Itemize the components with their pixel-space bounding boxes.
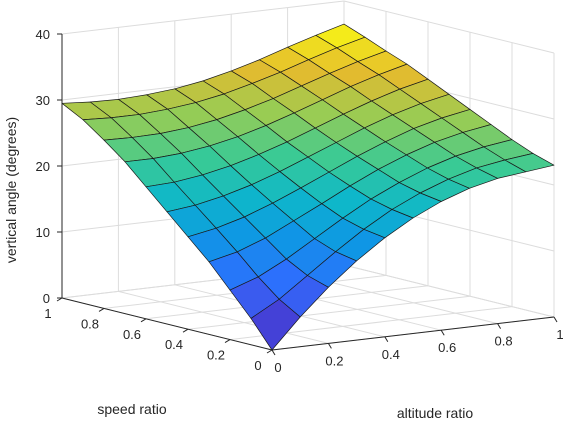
x-tick-label: 0 (274, 360, 281, 375)
x-tick (327, 343, 332, 349)
surface-plot (61, 23, 555, 351)
y-axis-label: speed ratio (97, 401, 166, 417)
x-tick-label: 0.4 (382, 347, 400, 362)
x-tick-label: 0.6 (438, 340, 456, 355)
y-tick-label: 0.8 (81, 316, 99, 331)
grid-line (343, 0, 555, 54)
y-tick-label: 0.4 (165, 337, 183, 352)
y-tick (98, 307, 105, 312)
y-tick-label: 0.6 (123, 327, 141, 342)
x-tick (553, 316, 558, 323)
x-axis-line (271, 316, 555, 351)
x-tick-label: 1 (556, 327, 563, 342)
x-tick-label: 0.2 (325, 353, 343, 368)
y-tick (182, 328, 189, 333)
y-tick (140, 318, 147, 323)
z-tick-label: 20 (36, 159, 50, 174)
x-tick-label: 0.8 (495, 334, 513, 349)
z-tick-label: 30 (36, 93, 50, 108)
z-tick-label: 10 (36, 225, 50, 240)
y-tick-label: 1 (44, 306, 51, 321)
grid-line (187, 295, 471, 330)
grid-line (343, 264, 555, 318)
y-axis-line (61, 297, 273, 351)
y-tick (224, 339, 231, 344)
x-tick (271, 349, 276, 356)
y-tick (266, 349, 273, 354)
y-tick-label: 0 (254, 358, 261, 373)
x-tick (440, 329, 445, 336)
grid-line (61, 0, 345, 35)
x-tick (384, 336, 389, 343)
x-axis-label: altitude ratio (397, 405, 473, 421)
surface-face (250, 298, 301, 351)
z-tick-label: 0 (43, 291, 50, 306)
z-axis-label: vertical angle (degrees) (3, 117, 19, 263)
y-tick-label: 0.2 (207, 348, 225, 363)
grid-line (118, 290, 329, 344)
z-tick-label: 40 (36, 27, 50, 42)
x-tick (497, 323, 502, 329)
